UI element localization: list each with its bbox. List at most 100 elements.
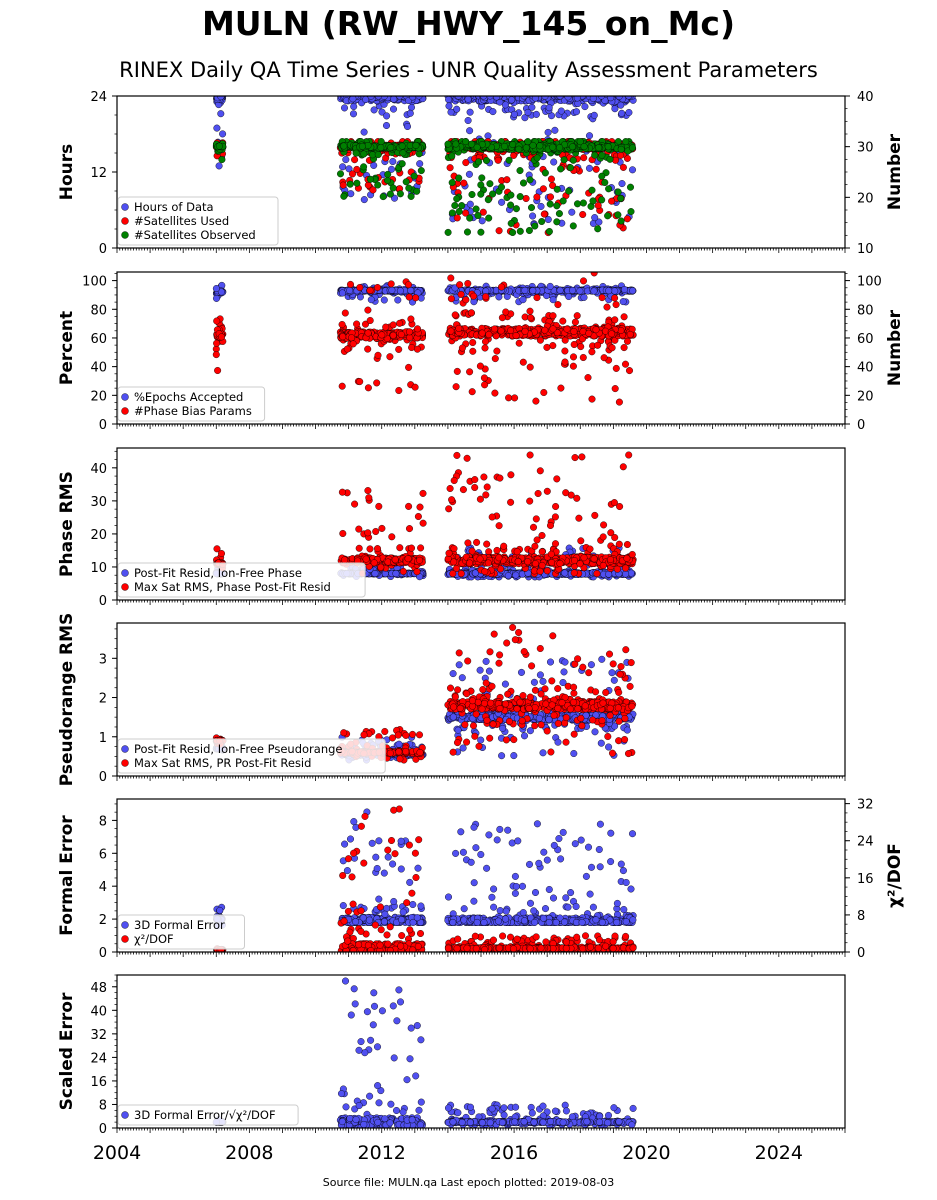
data-point-percent-s1 [549,325,557,333]
data-point-hours-s1 [353,165,361,173]
data-point-hours-s1 [446,164,454,172]
data-point-hours-s1 [619,163,627,171]
data-point-percent-s0 [580,293,588,301]
legend-marker [121,393,129,401]
data-point-percent-s0 [380,296,388,304]
data-point-percent-s1 [389,331,397,339]
data-point-percent-s1 [452,383,460,391]
data-point-hours-s2 [567,164,575,172]
data-point-hours-s0 [508,96,516,104]
data-point-percent-s0 [611,287,619,295]
data-point-hours-s0 [219,130,227,138]
data-point-hours-s0 [466,108,474,116]
data-point-percent-s1 [569,362,577,370]
data-point-hours-s0 [581,103,589,111]
data-point-hours-s2 [515,145,523,153]
data-point-hours-s0 [217,110,225,118]
data-point-hours-s2 [472,205,480,213]
data-point-hours-s2 [485,214,493,222]
data-point-percent-s1 [570,328,578,336]
data-point-hours-s2 [366,175,374,183]
data-point-hours-s2 [509,228,517,236]
data-point-hours-s1 [547,193,555,201]
data-point-hours-s2 [398,160,406,168]
data-point-hours-s0 [568,208,576,216]
data-point-hours-s0 [342,156,350,164]
data-point-hours-s1 [608,197,616,205]
data-point-percent-s0 [367,296,375,304]
y-axis-label: Percent [57,311,77,385]
data-point-hours-s2 [522,144,530,152]
data-point-hours-s2 [218,156,226,164]
data-point-percent-s1 [378,331,386,339]
data-point-percent-s1 [608,330,616,338]
data-point-hours-s0 [215,162,223,170]
data-point-hours-s2 [553,218,561,226]
legend-entry: #Satellites Used [134,214,229,228]
data-point-hours-s2 [455,174,463,182]
data-point-hours-s1 [453,214,461,222]
data-point-hours-s0 [557,107,565,115]
data-point-hours-s2 [541,169,549,177]
data-point-hours-s0 [618,180,626,188]
data-point-percent-s1 [559,317,567,325]
legend-percent: %Epochs Accepted#Phase Bias Params [117,386,266,422]
data-point-percent-s1 [608,344,616,352]
data-point-hours-s2 [605,185,613,193]
data-point-hours-s2 [516,193,524,201]
data-point-percent-s1 [526,363,534,371]
data-point-hours-s0 [388,165,396,173]
data-point-hours-s2 [601,178,609,186]
data-point-percent-s1 [468,388,476,396]
data-point-hours-s2 [477,190,485,198]
panel-percent-points [212,272,637,406]
data-point-hours-s0 [611,105,619,113]
data-point-hours-s0 [466,200,474,208]
data-point-hours-s2 [546,200,554,208]
data-point-hours-s2 [574,200,582,208]
data-point-hours-s0 [406,109,414,117]
data-point-hours-s1 [592,165,600,173]
data-point-hours-s2 [591,151,599,159]
data-point-hours-s2 [549,143,557,151]
data-point-percent-s1 [214,367,222,375]
data-point-hours-s2 [466,214,474,222]
data-point-hours-s2 [473,143,481,151]
data-point-hours-s2 [617,145,625,153]
data-point-hours-s2 [448,179,456,187]
legend-entry: Hours of Data [134,200,214,214]
data-point-percent-s1 [563,325,571,333]
panel-percent: 0 20 40 60 80 100 Percent 0 20 40 60 80 100 Number %Ep… [57,271,905,433]
data-point-percent-s1 [549,312,557,320]
data-point-hours-s0 [383,112,391,120]
data-point-percent-s1 [611,294,619,302]
data-point-hours-s0 [339,163,347,171]
data-point-hours-s0 [597,96,605,100]
data-point-percent-s1 [480,374,488,382]
legend-entry: #Satellites Observed [134,228,256,242]
data-point-hours-s2 [629,144,637,152]
data-point-percent-s1 [620,344,628,352]
data-point-hours-s0 [595,218,603,226]
data-point-percent-s1 [532,397,540,405]
data-point-hours-s2 [455,207,463,215]
data-point-hours-s2 [483,156,491,164]
data-point-percent-s1 [612,364,620,372]
data-point-hours-s1 [495,227,503,235]
data-point-percent-s1 [493,347,501,355]
data-point-percent-s1 [603,303,611,311]
data-point-hours-s1 [460,179,468,187]
data-point-percent-s1 [600,354,608,362]
data-point-hours-s2 [580,143,588,151]
data-point-percent-s0 [338,289,346,297]
data-point-hours-s0 [537,202,545,210]
data-point-percent-s1 [594,341,602,349]
data-point-hours-s1 [462,159,470,167]
data-point-percent-s1 [389,321,397,329]
data-point-percent-s0 [521,286,529,294]
legend-marker [121,217,129,225]
data-point-hours-s2 [569,143,577,151]
data-point-percent-s1 [498,314,506,322]
data-point-hours-s2 [505,156,513,164]
data-point-percent-s1 [353,320,361,328]
